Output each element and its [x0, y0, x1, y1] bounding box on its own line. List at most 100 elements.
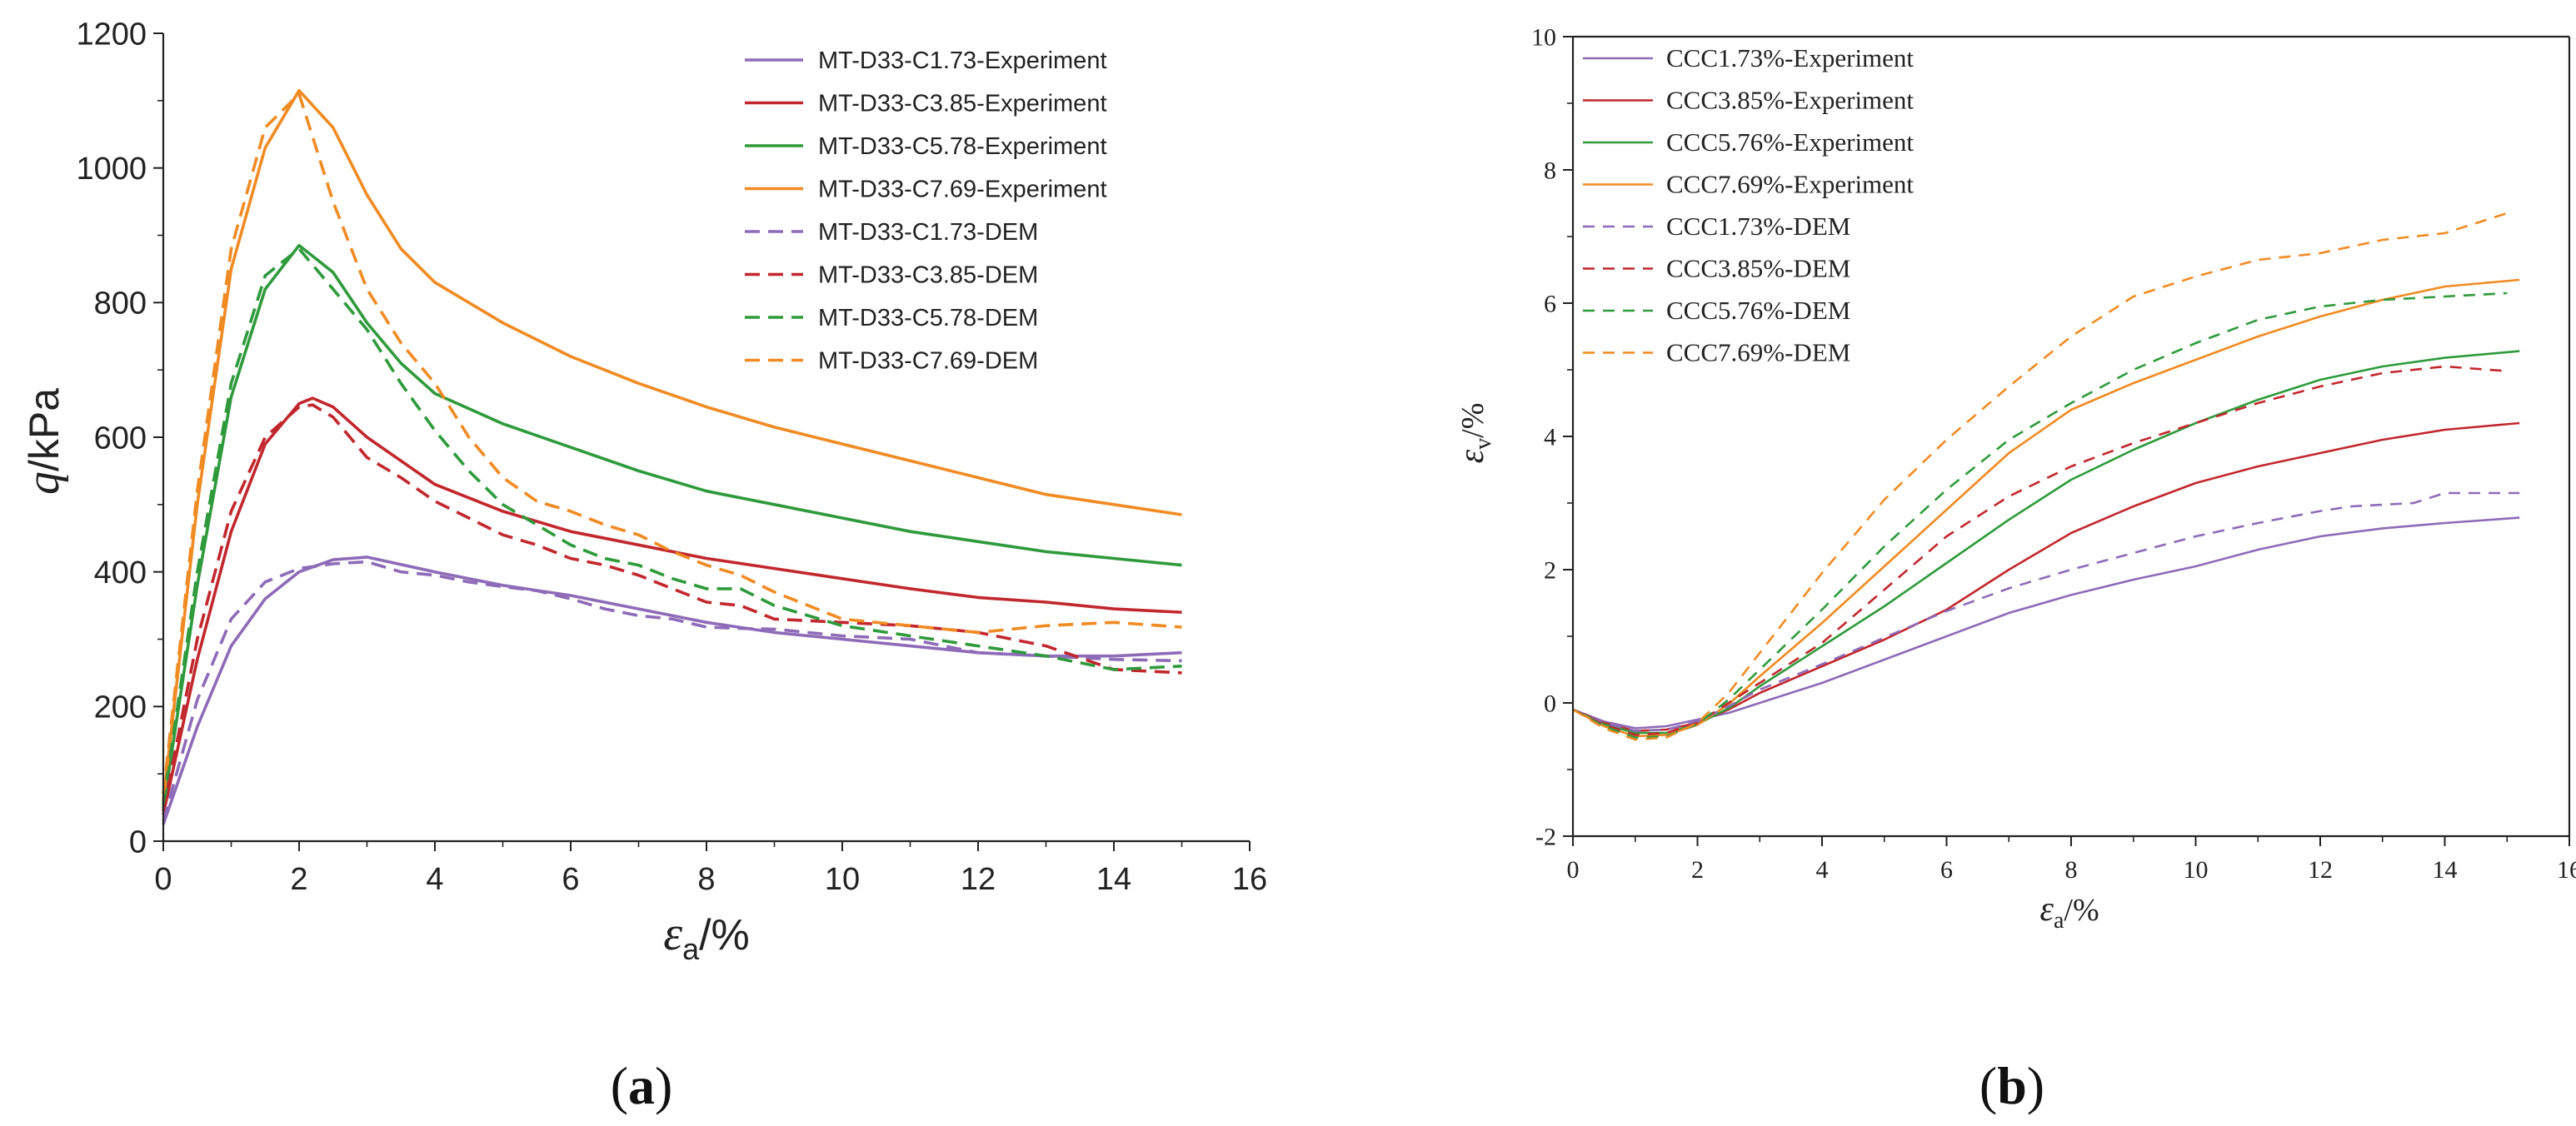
panel-b-x-label-main: ε [2039, 890, 2054, 929]
x-tick-label: 6 [562, 862, 579, 897]
x-tick-label: 14 [2433, 856, 2458, 884]
panel-b-chart: 0 2 4 6 8 10 12 14 16 -2 0 2 4 6 8 10 CCC1.73%-Experime… [1453, 24, 2576, 1116]
y-tick-label: 800 [94, 286, 147, 321]
series-line-ccc3-85-experiment [1572, 421, 2520, 732]
series-line-ccc7-69-dem [1572, 212, 2508, 741]
panel-a-ticks: 0 2 4 6 8 10 12 14 16 0 200 400 600 800 1000 1200 [76, 17, 1267, 897]
panel-b-y-label-main: ε [1453, 449, 1491, 463]
legend-label: CCC3.85%-DEM [1666, 254, 1850, 283]
legend-label: MT-D33-C7.69-DEM [818, 348, 1038, 375]
y-tick-label: 2 [1544, 557, 1556, 585]
series-line-mt-d33-c3-85-dem [162, 403, 1182, 811]
series-line-mt-d33-c5-78-experiment [162, 243, 1182, 808]
legend-label: MT-D33-C1.73-DEM [818, 219, 1038, 246]
y-tick-label: 10 [1531, 24, 1556, 52]
x-tick-label: 8 [697, 862, 715, 897]
legend-item: CCC5.76%-DEM [1583, 296, 1850, 325]
x-tick-label: 4 [1816, 856, 1829, 884]
series-line-ccc1-73-dem [1572, 491, 2520, 732]
y-tick-label: 1000 [76, 152, 147, 187]
legend-item: MT-D33-C3.85-Experiment [745, 91, 1107, 117]
series-line-ccc7-69-experiment [1572, 278, 2520, 738]
legend-item: MT-D33-C3.85-DEM [745, 262, 1038, 289]
legend-label: MT-D33-C1.73-Experiment [818, 47, 1107, 74]
panel-b-legend: CCC1.73%-Experiment CCC3.85%-Experiment CC… [1583, 43, 1914, 367]
panel-b-y-label-unit: /% [1455, 403, 1490, 438]
legend-item: CCC3.85%-Experiment [1583, 86, 1914, 115]
legend-label: MT-D33-C7.69-Experiment [818, 177, 1107, 203]
legend-label: MT-D33-C3.85-Experiment [818, 91, 1107, 117]
y-tick-label: 200 [94, 690, 147, 725]
legend-item: MT-D33-C7.69-DEM [745, 348, 1038, 375]
panel-b-series-lines [1572, 212, 2520, 741]
panel-a-y-axis-label: q/kPa [17, 388, 69, 495]
panel-a-y-label-unit: /kPa [21, 388, 67, 471]
legend-label: CCC5.76%-Experiment [1666, 127, 1914, 157]
x-tick-label: 10 [2184, 856, 2209, 884]
x-tick-label: 14 [1096, 862, 1131, 897]
legend-label: CCC1.73%-Experiment [1666, 43, 1914, 72]
legend-label: CCC5.76%-DEM [1666, 296, 1850, 325]
legend-label: MT-D33-C3.85-DEM [818, 262, 1038, 289]
x-tick-label: 2 [1691, 856, 1704, 884]
legend-label: MT-D33-C5.78-Experiment [818, 133, 1107, 160]
legend-item: MT-D33-C7.69-Experiment [745, 177, 1107, 203]
series-line-ccc1-73-experiment [1572, 516, 2520, 730]
panel-b-x-axis-label: εa/% [2039, 890, 2099, 934]
panel-a-caption: (a) [611, 1056, 673, 1115]
panel-a-x-label-unit: /% [699, 911, 750, 959]
panel-b-x-label-unit: /% [2064, 893, 2099, 928]
panel-a-x-label-main: ε [663, 906, 682, 960]
y-tick-label: 4 [1544, 424, 1556, 451]
y-tick-label: 600 [94, 421, 147, 456]
panel-a-y-label-main: q [17, 471, 69, 495]
panel-a-caption-letter: a [628, 1056, 655, 1115]
y-tick-label: 0 [129, 825, 147, 859]
series-line-mt-d33-c5-78-dem [162, 247, 1182, 805]
legend-item: CCC7.69%-DEM [1583, 338, 1850, 367]
legend-item: MT-D33-C1.73-DEM [745, 219, 1038, 246]
series-line-mt-d33-c3-85-experiment [162, 396, 1182, 815]
x-tick-label: 16 [2557, 856, 2576, 884]
legend-item: CCC7.69%-Experiment [1583, 170, 1914, 199]
legend-label: CCC7.69%-Experiment [1666, 170, 1914, 199]
panel-a-chart: 0 2 4 6 8 10 12 14 16 0 200 400 600 800 1000 1200 MT-D3… [17, 17, 1267, 1115]
panel-b-caption-letter: b [1997, 1056, 2027, 1115]
x-tick-label: 0 [1567, 856, 1580, 884]
series-line-mt-d33-c1-73-dem [162, 560, 1182, 822]
x-tick-label: 6 [1940, 856, 1953, 884]
x-tick-label: 4 [426, 862, 443, 897]
legend-item: MT-D33-C5.78-DEM [745, 305, 1038, 331]
legend-item: MT-D33-C5.78-Experiment [745, 133, 1107, 160]
legend-item: CCC5.76%-Experiment [1583, 127, 1914, 157]
x-tick-label: 8 [2065, 856, 2078, 884]
series-line-mt-d33-c7-69-experiment [162, 88, 1182, 801]
panel-b-caption: (b) [1979, 1056, 2044, 1115]
legend-item: CCC1.73%-Experiment [1583, 43, 1914, 72]
legend-label: CCC1.73%-DEM [1666, 212, 1850, 241]
y-tick-label: 8 [1544, 157, 1556, 185]
panel-b-y-axis-label: εv/% [1453, 403, 1496, 464]
series-line-ccc3-85-dem [1572, 365, 2508, 736]
legend-item: CCC1.73%-DEM [1583, 212, 1850, 241]
legend-item: MT-D33-C1.73-Experiment [745, 47, 1107, 74]
series-line-mt-d33-c7-69-dem [162, 92, 1182, 795]
panel-b-x-label-sub: a [2054, 908, 2064, 934]
legend-item: CCC3.85%-DEM [1583, 254, 1850, 283]
series-line-ccc5-76-experiment [1572, 350, 2520, 735]
x-tick-label: 0 [154, 862, 172, 897]
y-tick-label: 1200 [76, 17, 147, 52]
panel-a-x-axis-label: εa/% [663, 906, 750, 966]
y-tick-label: 400 [94, 556, 147, 590]
panel-a-legend: MT-D33-C1.73-Experiment MT-D33-C3.85-Expe… [745, 47, 1107, 375]
legend-label: MT-D33-C5.78-DEM [818, 305, 1038, 331]
x-tick-label: 16 [1232, 862, 1267, 897]
series-line-mt-d33-c1-73-experiment [162, 556, 1182, 825]
legend-label: CCC7.69%-DEM [1666, 338, 1850, 367]
y-tick-label: 0 [1544, 690, 1556, 718]
y-tick-label: 6 [1544, 291, 1556, 318]
panel-b-ticks: 0 2 4 6 8 10 12 14 16 -2 0 2 4 6 8 10 [1531, 24, 2576, 884]
y-tick-label: -2 [1535, 824, 1556, 851]
panel-b-y-label-sub: v [1470, 438, 1496, 450]
